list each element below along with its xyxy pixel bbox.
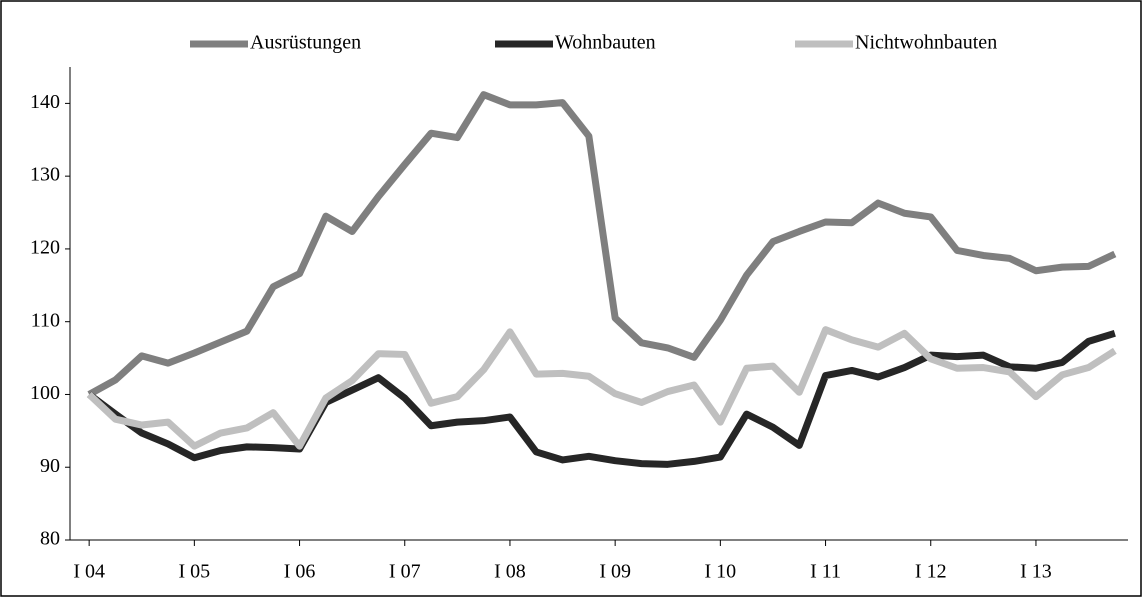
legend-label: Nichtwohnbauten: [855, 32, 997, 54]
series-line: [87, 329, 1116, 468]
x-tick-label: I 08: [494, 561, 526, 583]
x-tick-label: I 10: [705, 561, 737, 583]
y-tick-label: 110: [31, 309, 60, 331]
x-tick-label: I 06: [284, 561, 316, 583]
legend-label: Ausrüstungen: [250, 32, 361, 54]
y-tick-label: 120: [30, 237, 60, 259]
y-tick-label: 80: [40, 528, 60, 550]
y-tick-label: 140: [30, 91, 60, 113]
x-tick-label: I 07: [389, 561, 421, 583]
series-line: [86, 326, 1117, 450]
x-tick-label: I 09: [599, 561, 631, 583]
y-tick-label: 130: [30, 164, 60, 186]
x-tick-label: I 05: [179, 561, 211, 583]
series-line: [87, 91, 1117, 398]
y-tick-label: 100: [30, 382, 60, 404]
x-tick-label: I 11: [810, 561, 841, 583]
legend-label: Wohnbauten: [555, 32, 656, 54]
y-tick-label: 90: [40, 455, 60, 477]
x-tick-label: I 13: [1020, 561, 1052, 583]
x-tick-label: I 04: [73, 561, 105, 583]
x-tick-label: I 12: [915, 561, 947, 583]
